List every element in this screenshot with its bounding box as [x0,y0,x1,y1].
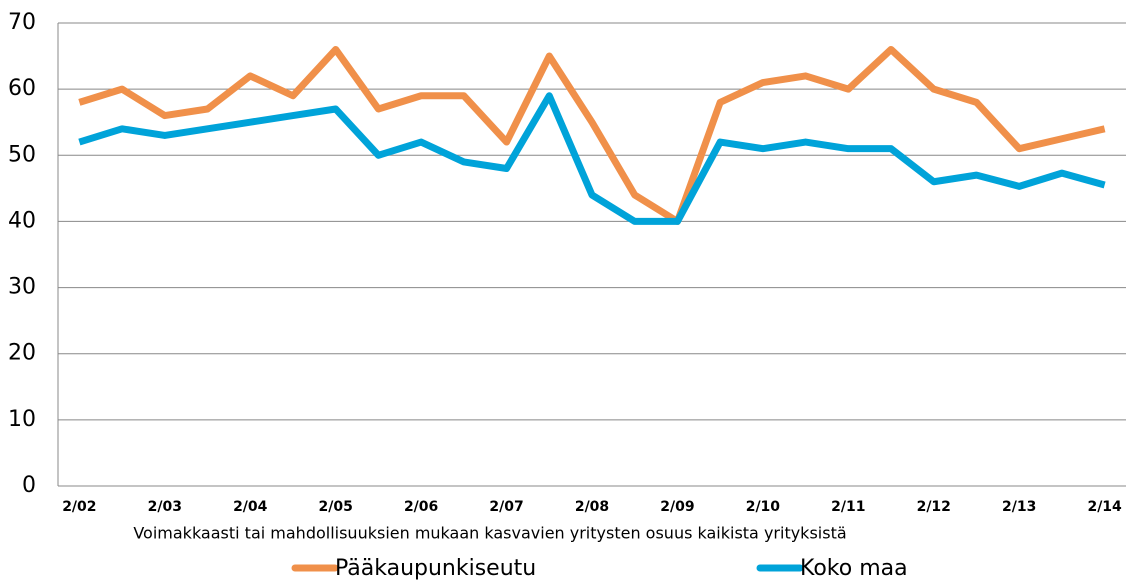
x-tick-label: 2/06 [404,499,438,515]
x-tick-label: 2/09 [660,499,694,515]
x-tick-label: 2/08 [575,499,609,515]
x-tick-label: 2/03 [148,499,182,515]
y-tick-label: 60 [8,76,36,101]
x-tick-label: 2/12 [917,499,951,515]
y-tick-label: 50 [8,142,36,167]
x-tick-label: 2/10 [746,499,781,515]
y-tick-label: 70 [8,10,36,35]
x-tick-label: 2/02 [62,499,96,515]
y-tick-label: 40 [8,208,36,233]
y-tick-label: 0 [22,473,36,498]
series-line [78,45,1106,225]
y-tick-label: 30 [8,275,36,300]
series-line [78,92,1106,225]
x-tick-label: 2/11 [831,499,865,515]
x-tick-label: 2/13 [1002,499,1036,515]
x-axis-label: Voimakkaasti tai mahdollisuuksien mukaan… [133,524,846,543]
x-tick-label: 2/07 [489,499,523,515]
x-tick-label: 2/14 [1087,499,1122,515]
y-tick-label: 10 [8,407,36,432]
y-tick-label: 20 [8,341,36,366]
x-tick-label: 2/04 [233,499,268,515]
legend-label: Koko maa [800,556,908,581]
x-tick-label: 2/05 [319,499,353,515]
legend-label: Pääkaupunkiseutu [335,556,536,581]
